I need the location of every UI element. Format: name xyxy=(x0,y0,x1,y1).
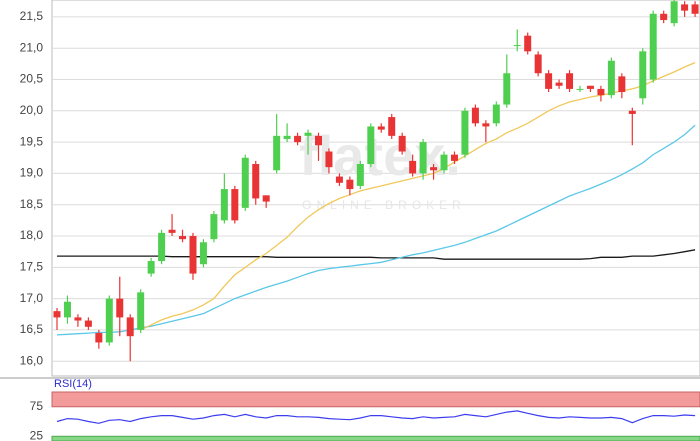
candle-body xyxy=(210,214,218,240)
candle-body xyxy=(471,107,479,124)
candle-body xyxy=(649,13,657,80)
moving-average xyxy=(56,124,696,336)
candle-body xyxy=(524,35,532,52)
candle-body xyxy=(555,82,563,86)
candle-body xyxy=(147,261,155,274)
candle-body xyxy=(241,157,249,208)
candle-body xyxy=(116,298,124,318)
candle-body xyxy=(398,135,406,152)
candle-body xyxy=(440,154,448,171)
candle-body xyxy=(681,4,689,11)
y-tick-label: 19,5 xyxy=(20,134,44,148)
candle-body xyxy=(513,45,521,47)
candle-body xyxy=(95,333,103,343)
candle-body xyxy=(450,154,458,161)
y-tick-label: 16,0 xyxy=(20,353,44,367)
indicator-title: RSI(14) xyxy=(54,378,92,390)
candle-body xyxy=(492,104,500,124)
candle-body xyxy=(576,88,584,90)
candle-body xyxy=(158,232,166,262)
oversold-band xyxy=(51,435,700,441)
candle-body xyxy=(419,142,427,174)
y-tick-label: 16,5 xyxy=(20,322,44,336)
candle-body xyxy=(325,151,333,168)
candle-body xyxy=(84,320,92,327)
y-tick-label: 18,0 xyxy=(20,228,44,242)
candle-body xyxy=(220,189,228,221)
candle-body xyxy=(346,179,354,190)
watermark-title: flatex. xyxy=(299,124,461,187)
candle-body xyxy=(262,195,270,202)
y-tick-label: 21,0 xyxy=(20,40,44,54)
candle-body xyxy=(503,73,511,105)
y-tick-label: 21,5 xyxy=(20,9,44,23)
candle-body xyxy=(628,110,636,114)
candle-body xyxy=(461,110,469,155)
candle-body xyxy=(252,164,260,199)
candle-body xyxy=(639,51,647,99)
candle-body xyxy=(231,189,239,221)
candle-body xyxy=(335,176,343,183)
y-tick-label: 17,0 xyxy=(20,291,44,305)
candle-body xyxy=(273,135,281,171)
candle-body xyxy=(367,126,375,165)
candle-body xyxy=(545,73,553,89)
candle-body xyxy=(294,135,302,143)
candle-body xyxy=(304,132,312,136)
main-panel xyxy=(51,0,700,377)
rsi-line xyxy=(56,410,696,424)
candle-body xyxy=(482,123,490,127)
y-tick-label: 25 xyxy=(30,428,44,441)
candle-body xyxy=(168,229,176,233)
candle-body xyxy=(189,236,197,274)
y-tick-label: 75 xyxy=(30,399,44,413)
candle-body xyxy=(430,167,438,171)
candle-body xyxy=(126,317,134,337)
y-tick-label: 20,5 xyxy=(20,72,44,86)
candle-body xyxy=(283,135,291,139)
candle-body xyxy=(388,117,396,136)
y-tick-label: 17,5 xyxy=(20,259,44,273)
candle-body xyxy=(670,1,678,24)
candle-body xyxy=(356,164,364,186)
candle-body xyxy=(534,54,542,74)
candle-body xyxy=(105,298,113,343)
candle-body xyxy=(179,236,187,240)
candle-body xyxy=(586,85,594,89)
candle-body xyxy=(74,317,82,321)
candle-body xyxy=(315,135,322,146)
candle-body xyxy=(607,60,615,96)
y-tick-label: 19,0 xyxy=(20,166,44,180)
watermark-subtitle: ONLINE BROKER xyxy=(302,198,466,212)
candle-body xyxy=(691,4,699,14)
candle-body xyxy=(53,311,61,318)
candle-body xyxy=(566,73,574,89)
y-tick-label: 18,5 xyxy=(20,197,44,211)
candle-body xyxy=(199,242,207,265)
candle-body xyxy=(618,76,626,93)
y-tick-label: 20,0 xyxy=(20,103,44,117)
candle-body xyxy=(63,301,71,318)
candle-body xyxy=(377,126,385,130)
candle-body xyxy=(409,160,417,174)
candle-body xyxy=(137,292,145,330)
candle-body xyxy=(660,13,668,21)
candle-body xyxy=(597,88,605,96)
overbought-band xyxy=(51,391,700,408)
